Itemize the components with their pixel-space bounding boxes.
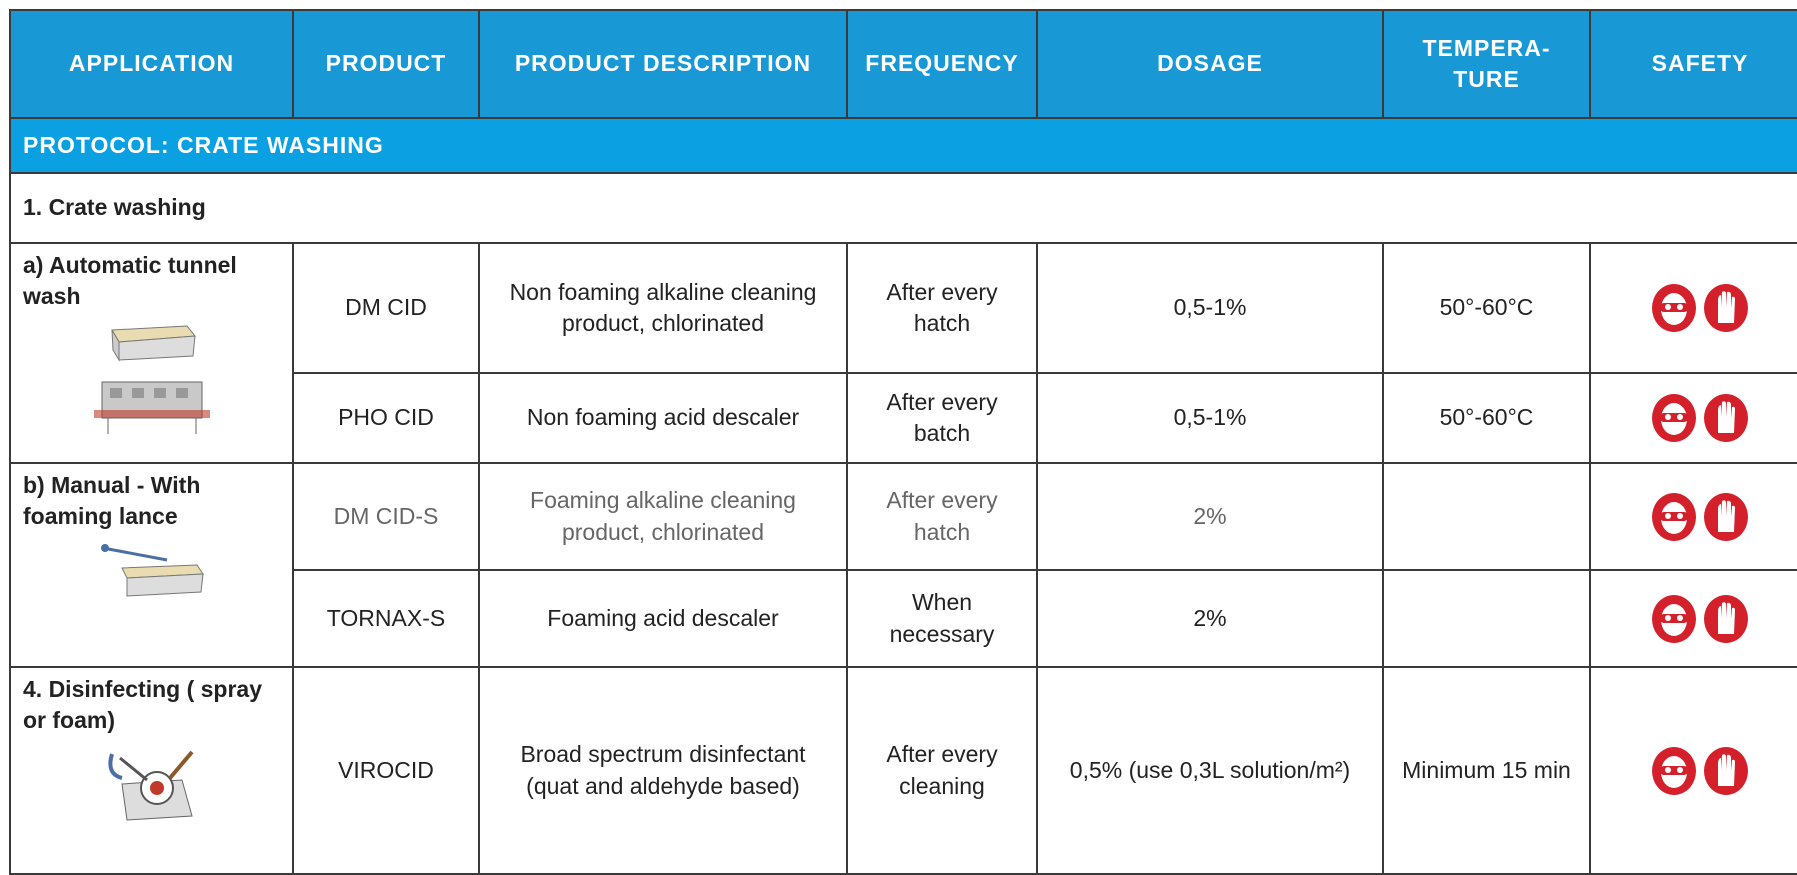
- goggles-icon: [1651, 746, 1697, 796]
- application-cell: a) Automatic tunnel wash: [10, 243, 293, 463]
- description-cell: Broad spectrum disinfectant (quat and al…: [479, 667, 847, 874]
- page: {"table": { "columns": ["APPLICATION", "…: [0, 0, 1797, 867]
- gloves-icon: [1703, 492, 1749, 542]
- application-illustration: [23, 320, 280, 448]
- goggles-icon: [1651, 594, 1697, 644]
- protocol-row: PROTOCOL: CRATE WASHING: [10, 118, 1797, 173]
- gloves-icon: [1703, 746, 1749, 796]
- column-header: APPLICATION: [10, 10, 293, 118]
- column-header: SAFETY: [1590, 10, 1797, 118]
- frequency-cell: After every hatch: [847, 463, 1037, 570]
- table-body: PROTOCOL: CRATE WASHING 1. Crate washing…: [10, 118, 1797, 874]
- crate-illustration: [107, 320, 197, 362]
- temperature-cell: 50°-60°C: [1383, 243, 1590, 373]
- safety-cell: [1590, 667, 1797, 874]
- frequency-cell: When necessary: [847, 570, 1037, 667]
- column-header: PRODUCT: [293, 10, 479, 118]
- product-cell: DM CID: [293, 243, 479, 373]
- safety-cell: [1590, 373, 1797, 463]
- tunnel-washer-illustration: [92, 370, 212, 440]
- goggles-icon: [1651, 283, 1697, 333]
- protocol-title: PROTOCOL: CRATE WASHING: [10, 118, 1797, 173]
- temperature-cell: [1383, 463, 1590, 570]
- application-cell: 4. Disinfecting ( spray or foam): [10, 667, 293, 874]
- dosage-cell: 2%: [1037, 463, 1383, 570]
- application-illustration: [23, 744, 280, 832]
- dosage-cell: 2%: [1037, 570, 1383, 667]
- gloves-icon: [1703, 283, 1749, 333]
- temperature-cell: [1383, 570, 1590, 667]
- product-cell: VIROCID: [293, 667, 479, 874]
- application-label: b) Manual - With foaming lance: [23, 470, 280, 532]
- description-cell: Foaming acid descaler: [479, 570, 847, 667]
- application-label: a) Automatic tunnel wash: [23, 250, 280, 312]
- application-illustration: [23, 540, 280, 608]
- dosage-cell: 0,5-1%: [1037, 373, 1383, 463]
- frequency-cell: After every hatch: [847, 243, 1037, 373]
- dosage-cell: 0,5-1%: [1037, 243, 1383, 373]
- description-cell: Non foaming alkaline cleaning product, c…: [479, 243, 847, 373]
- product-cell: PHO CID: [293, 373, 479, 463]
- column-header: DOSAGE: [1037, 10, 1383, 118]
- column-header: TEMPERA-TURE: [1383, 10, 1590, 118]
- dosage-cell: 0,5% (use 0,3L solution/m²): [1037, 667, 1383, 874]
- temperature-cell: 50°-60°C: [1383, 373, 1590, 463]
- gloves-icon: [1703, 594, 1749, 644]
- description-cell: Non foaming acid descaler: [479, 373, 847, 463]
- application-cell: b) Manual - With foaming lance: [10, 463, 293, 667]
- goggles-icon: [1651, 393, 1697, 443]
- product-cell: DM CID-S: [293, 463, 479, 570]
- frequency-cell: After every cleaning: [847, 667, 1037, 874]
- section-title: 1. Crate washing: [10, 173, 1797, 243]
- safety-cell: [1590, 570, 1797, 667]
- safety-cell: [1590, 243, 1797, 373]
- safety-cell: [1590, 463, 1797, 570]
- column-header: FREQUENCY: [847, 10, 1037, 118]
- description-cell: Foaming alkaline cleaning product, chlor…: [479, 463, 847, 570]
- section-row: 1. Crate washing: [10, 173, 1797, 243]
- gloves-icon: [1703, 393, 1749, 443]
- sprayer-illustration: [102, 744, 202, 824]
- lance-illustration: [97, 540, 207, 600]
- frequency-cell: After every batch: [847, 373, 1037, 463]
- column-header: PRODUCT DESCRIPTION: [479, 10, 847, 118]
- goggles-icon: [1651, 492, 1697, 542]
- application-label: 4. Disinfecting ( spray or foam): [23, 674, 280, 736]
- temperature-cell: Minimum 15 min: [1383, 667, 1590, 874]
- product-cell: TORNAX-S: [293, 570, 479, 667]
